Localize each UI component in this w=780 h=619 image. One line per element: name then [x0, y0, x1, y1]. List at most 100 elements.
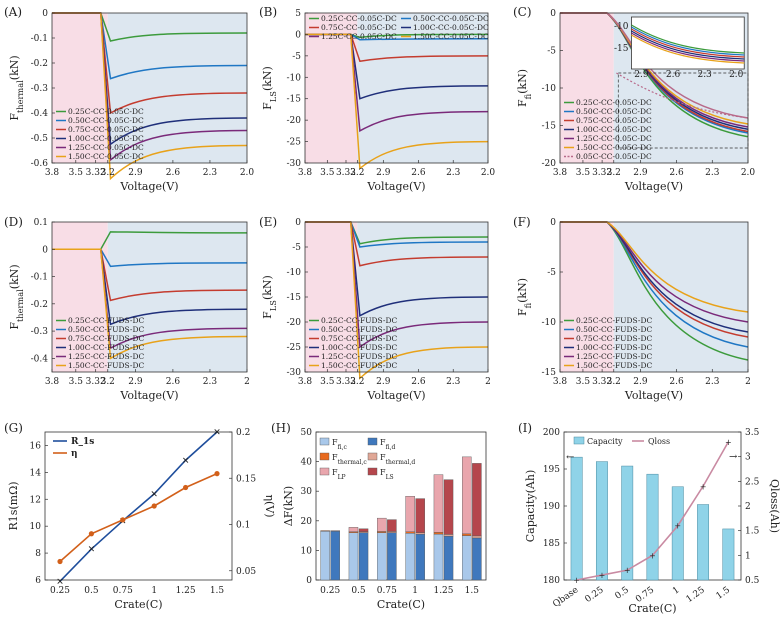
ytick-label: -0.5 — [31, 134, 49, 144]
ytick-label: -15 — [542, 122, 557, 132]
ytick-label: -0.2 — [31, 59, 48, 69]
legend-label: 1.50C-CC-FUDS-DC — [576, 361, 652, 370]
xtick-label: 2 — [745, 377, 751, 387]
xtick-label: 2.3 — [705, 168, 720, 178]
xtick-label: 0.5 — [351, 586, 366, 596]
bar-discharge-seg — [415, 533, 425, 581]
legend-label: 0.25C-CC-0.05C-DC — [68, 107, 144, 116]
xtick-label: 2.3 — [446, 377, 461, 387]
legend-label: 1.25C-CC-0.05C-DC — [68, 143, 144, 152]
xtick-label: 3.2 — [607, 377, 621, 387]
ytick-label: -20 — [287, 318, 302, 328]
bar-discharge-seg — [387, 532, 397, 581]
bar-discharge-seg — [330, 530, 340, 581]
series-line-1 — [59, 472, 218, 563]
xtick-label: 3.8 — [45, 168, 60, 178]
legend-label: 1.25C-CC-0.05C-DC — [321, 32, 397, 41]
inset-line-2 — [631, 28, 745, 58]
xtick-label: 2.3 — [705, 377, 720, 387]
series-line-5 — [305, 221, 489, 380]
panel-A: 0 -0.1 -0.2 -0.3 -0.4 -0.5 -0.63.8 3.5 3.323.2 2.… — [8, 9, 254, 193]
ytick-label: -0.3 — [31, 327, 49, 337]
ytick-label: -5 — [292, 52, 301, 62]
bar-discharge-seg — [472, 535, 482, 539]
series-line-3 — [52, 248, 248, 326]
legend-label: 1.50C-CC-0.05C-DC — [68, 152, 144, 161]
ytick-label: 8 — [35, 549, 41, 559]
y2tick-label: 0.2 — [236, 428, 250, 438]
xtick-label: 2.6 — [166, 168, 181, 178]
xtick-label: 0.25 — [50, 586, 70, 596]
y-axis-label: R1s(mΩ) — [7, 481, 20, 530]
ytick-label: -25 — [287, 343, 302, 353]
ytick-label: 14 — [30, 468, 42, 478]
xtick-label: 2.6 — [411, 168, 426, 178]
data-marker: + — [725, 438, 732, 447]
series-line-3 — [52, 12, 248, 146]
ytick-label: -15 — [542, 368, 557, 378]
x-axis-label: Voltage(V) — [119, 389, 178, 402]
xtick-label: 3.8 — [553, 377, 568, 387]
legend-label: FLS — [380, 468, 394, 481]
ytick-label: 12 — [30, 495, 41, 505]
y2tick-label: 0.5 — [745, 576, 760, 586]
xtick-label: 3.2 — [350, 168, 364, 178]
x-axis-label: Voltage(V) — [119, 180, 178, 193]
series-line-0 — [305, 33, 489, 39]
xtick-label: 3.8 — [45, 377, 60, 387]
legend-swatch — [367, 452, 378, 461]
y-axis-label: Fthermal(kN) — [8, 55, 25, 120]
inset-line-3 — [631, 30, 745, 60]
left-arrow-icon: ← — [566, 452, 574, 463]
legend-label: 1.00C-CC-FUDS-DC — [321, 343, 397, 352]
legend-swatch — [319, 452, 330, 461]
bar — [671, 486, 684, 581]
xtick-label: 2.3 — [203, 168, 218, 178]
ytick-label: -10 — [542, 84, 557, 94]
panel-label: (A) — [4, 5, 22, 19]
ytick-label: -10 — [287, 73, 302, 83]
y2tick-label: 0.1 — [236, 521, 250, 531]
legend: 0.25C-CC-0.05C-DC0.50C-CC-0.05C-DC0.75C-… — [564, 98, 652, 161]
right-arrow-icon: → — [729, 452, 738, 463]
ytick-label: -5 — [292, 243, 301, 253]
bar-charge-seg — [348, 527, 359, 532]
data-marker — [120, 517, 126, 523]
series-line-3 — [305, 221, 489, 317]
discharge-region — [107, 13, 248, 163]
y-axis-label: Ffi(kN) — [516, 69, 533, 107]
xtick-label: 2 — [244, 377, 250, 387]
bar-charge-seg — [405, 496, 415, 532]
ytick-label: 0 — [295, 218, 301, 228]
legend-label: Ffi,c — [332, 438, 347, 451]
data-marker: + — [624, 566, 631, 575]
data-marker — [183, 484, 189, 491]
xtick-label: 3.32 — [336, 377, 356, 387]
ytick-label: 5 — [295, 9, 301, 19]
series-line-0 — [59, 431, 218, 582]
xtick-label: 0.75 — [377, 586, 397, 596]
legend-label: 0.75C-CC-FUDS-DC — [321, 334, 397, 343]
y-axis-label: ΔF(kN) — [282, 486, 295, 526]
bar-charge-seg — [433, 532, 444, 535]
legend-swatch — [573, 436, 585, 445]
bar-charge-seg — [348, 532, 359, 581]
data-marker — [151, 503, 157, 509]
xtick-label: 3.5 — [320, 168, 335, 178]
xtick-label: 2.0 — [240, 168, 255, 178]
bar-discharge-seg — [443, 479, 454, 535]
series-line-1 — [305, 221, 489, 248]
xtick-label: 0.75 — [113, 586, 133, 596]
xtick-label: 2.9 — [128, 168, 143, 178]
series-line-2 — [52, 248, 248, 302]
bar-discharge-seg — [415, 498, 425, 533]
series-line-5 — [52, 12, 248, 181]
y2tick-label: 0.15 — [236, 474, 256, 484]
legend-label: 0.50C-CC-0.05C-DC — [576, 107, 652, 116]
data-marker: + — [649, 551, 656, 560]
bar-discharge-seg — [387, 519, 397, 532]
x-axis-label: Crate(C) — [114, 598, 162, 611]
inset-line-0 — [631, 24, 745, 54]
charge-region — [305, 13, 358, 163]
legend-label: 1.00C-CC-FUDS-DC — [68, 343, 144, 352]
